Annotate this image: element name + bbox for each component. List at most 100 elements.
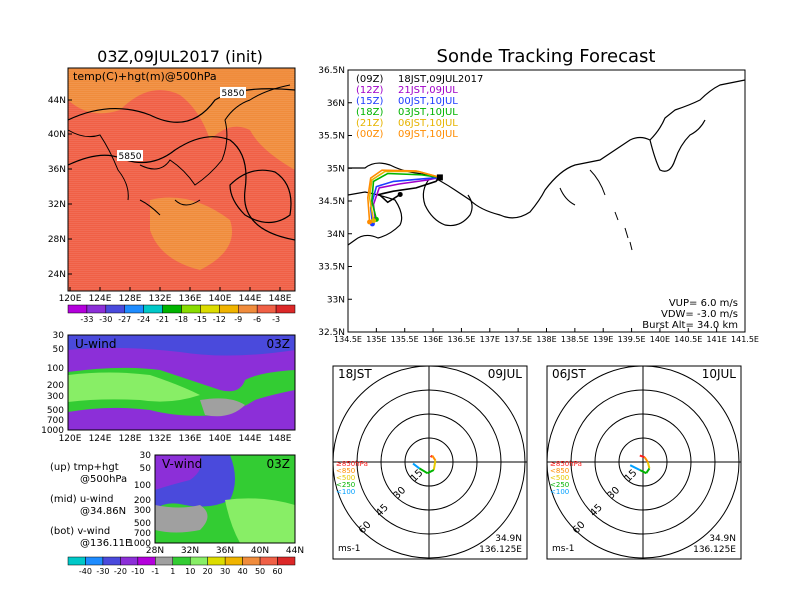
wind-colorbar-swatch: [67, 556, 86, 566]
wind-colorbar-label: -1: [151, 567, 159, 576]
track-line: [366, 169, 441, 223]
hodograph-trace-segment: [629, 464, 641, 471]
uwind-p-tick-label: 200: [47, 381, 64, 391]
map-lon-tick-label: 140E: [209, 294, 232, 304]
tracking-lon-tick-label: 141E: [706, 335, 726, 344]
hodograph-coords-2: 136.125E: [479, 545, 522, 555]
uwind-p-tick-label: 1000: [41, 426, 64, 436]
track-legend-code: (12Z): [356, 85, 383, 96]
uwind-lon-tick-label: 136E: [179, 434, 202, 444]
map-lon-tick-label: 144E: [239, 294, 262, 304]
map-lat-tick-label: 28N: [48, 235, 66, 245]
hodograph-trace-segment: [646, 461, 651, 469]
map-colorbar-label: -18: [175, 315, 188, 324]
vwind-p-tick-label: 100: [134, 481, 151, 491]
hodograph-trace-segment: [431, 455, 437, 461]
hodograph-time: 06JST: [552, 367, 586, 381]
wind-colorbar-label: 20: [203, 567, 213, 576]
map-coastline: [67, 84, 291, 216]
hodograph-level-label: <850: [550, 467, 569, 475]
tracking-lat-tick-label: 33N: [327, 295, 345, 305]
hodograph-level-label: <850: [336, 467, 355, 475]
wind-colorbar-swatch: [242, 556, 261, 566]
track-line: [370, 172, 441, 220]
hodograph-level-label: <250: [336, 481, 355, 489]
map-lat-tick-label: 32N: [48, 200, 66, 210]
hodograph-trace-segment: [418, 467, 428, 475]
map-lat-tick-label: 40N: [48, 130, 66, 140]
wind-colorbar-label: 30: [220, 567, 230, 576]
uwind-p-tick-label: 50: [53, 345, 65, 355]
track-legend-code: (09Z): [356, 74, 383, 85]
uwind-lon-tick-label: 148E: [269, 434, 292, 444]
uwind-lightgreen-band: [68, 372, 200, 402]
hodograph-level-label: <500: [336, 474, 355, 482]
wind-colorbar-swatch: [102, 556, 121, 566]
wind-colorbar-swatch: [259, 556, 278, 566]
map-colorbar-swatch: [200, 304, 220, 314]
uwind-time: 03Z: [267, 337, 291, 351]
map-lon-ticks: 120E 124E 128E 132E 136E 140E 144E 148E: [59, 287, 292, 304]
uwind-lon-tick-label: 128E: [119, 434, 142, 444]
track-landing-point: [367, 219, 373, 225]
vwind-p-tick-label: 500: [134, 519, 151, 529]
uwind-lon-tick-label: 144E: [239, 434, 262, 444]
tracking-lat-tick-label: 36N: [327, 99, 345, 109]
wind-colorbar-label: -20: [114, 567, 127, 576]
tracking-lon-tick-label: 135.5E: [391, 335, 419, 344]
hodograph-level-label: <250: [550, 481, 569, 489]
map-title: 03Z,09JUL2017 (init): [97, 47, 263, 66]
track-legend: (09Z) 18JST,09JUL2017 (12Z) 21JST,09JUL (15Z…: [356, 74, 483, 140]
vwind-lat-tick-label: 40N: [251, 546, 269, 556]
map-colorbar-swatch: [162, 304, 182, 314]
track-legend-text: 21JST,09JUL: [398, 85, 458, 96]
tracking-lat-tick-label: 34.5N: [318, 197, 345, 207]
hodograph-trace-segment: [639, 469, 647, 475]
map-colorbar-label: -30: [99, 315, 112, 324]
uwind-gray-band: [200, 398, 245, 417]
wind-colorbar-label: 50: [255, 567, 265, 576]
map-colorbar-label: -21: [156, 315, 169, 324]
track-line: [377, 176, 441, 204]
tracking-lat-tick-label: 36.5N: [318, 66, 345, 76]
hodograph-trace-segment: [643, 456, 649, 463]
map-colorbar-swatch: [124, 304, 144, 314]
uwind-blue-band: [68, 335, 295, 356]
note-bot-1: (bot) v-wind: [50, 526, 110, 537]
map-colorbar: -33 -30 -27 -24 -21 -18 -15 -12 -9 -6 -3: [67, 304, 296, 324]
hodograph-unit: ms-1: [552, 544, 574, 554]
tracking-lon-tick-label: 139E: [593, 335, 613, 344]
wind-colorbar-label: 40: [238, 567, 248, 576]
vwind-lat-tick-label: 28N: [146, 546, 164, 556]
uwind-lon-tick-label: 124E: [89, 434, 112, 444]
vwind-p-tick-label: 700: [134, 529, 151, 539]
tracking-lon-ticks: 134.5E 135E 135.5E 136E 136.5E 137E 137.5E 138E…: [334, 328, 759, 344]
track-legend-text: 03JST,10JUL: [398, 107, 458, 118]
hodograph-trace-segment: [645, 467, 651, 474]
map-contour-label-1: 5850: [222, 89, 245, 99]
hodograph-unit: ms-1: [338, 544, 360, 554]
map-lon-tick-label: 120E: [59, 294, 82, 304]
tracking-coastline-kii: [422, 177, 473, 227]
uwind-p-tick-label: 500: [47, 406, 64, 416]
map-colorbar-label: -33: [80, 315, 93, 324]
hodograph-coords-1: 34.9N: [709, 534, 736, 544]
wind-colorbar-label: -10: [131, 567, 144, 576]
vwind-purple-region: [155, 455, 202, 490]
map-colorbar-swatch: [181, 304, 201, 314]
tracking-burst: Burst Alt= 34.0 km: [642, 320, 738, 331]
uwind-p-tick-label: 300: [47, 392, 64, 402]
track-legend-code: (00Z): [356, 129, 383, 140]
note-mid-2: @34.86N: [80, 506, 126, 517]
hodograph-level-label: <100: [550, 488, 569, 496]
tracking-lat-ticks: 36.5N 36N 35.5N 35N 34.5N 34N 33.5N 33N 32.5N: [318, 66, 352, 338]
hodograph-level-label: <100: [336, 488, 355, 496]
map-contour-label-2: 5850: [119, 152, 142, 162]
uwind-p-tick-label: 100: [47, 364, 64, 374]
wind-colorbar: -40 -30 -20 -10 -1 1 10 20 30 40 50 60: [67, 556, 296, 576]
map-colorbar-label: -9: [234, 315, 242, 324]
